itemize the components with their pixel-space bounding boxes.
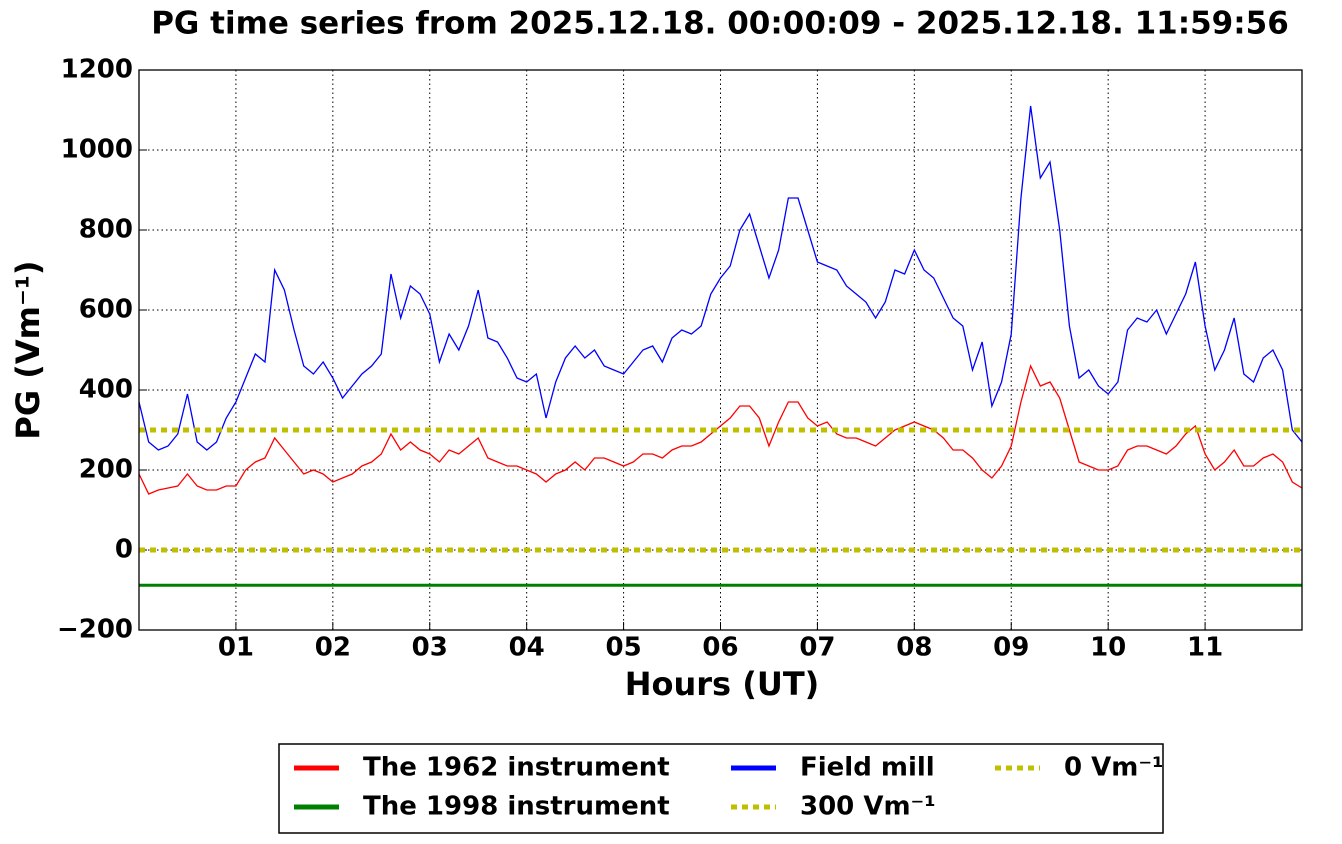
y-tick-label: 800 — [79, 215, 133, 245]
series-line — [138, 364, 1303, 495]
x-tick-label: 03 — [412, 633, 448, 663]
y-axis-label: PG (Vm⁻¹) — [9, 260, 47, 439]
x-tick-label: 10 — [1090, 633, 1126, 663]
legend-label: The 1962 instrument — [363, 753, 670, 783]
x-axis-label: Hours (UT) — [625, 665, 820, 703]
legend-label: Field mill — [800, 753, 935, 783]
x-tick-label: 05 — [605, 633, 641, 663]
y-tick-label: 400 — [79, 375, 133, 405]
x-tick-label: 11 — [1187, 633, 1223, 663]
y-tick-label: 600 — [79, 295, 133, 325]
y-tick-label: 1000 — [61, 135, 133, 165]
y-tick-label: −200 — [57, 615, 133, 645]
x-tick-label: 02 — [315, 633, 351, 663]
x-tick-label: 09 — [993, 633, 1029, 663]
legend-label: 300 Vm⁻¹ — [800, 792, 936, 822]
x-tick-label: 01 — [218, 633, 254, 663]
chart-title: PG time series from 2025.12.18. 00:00:09… — [151, 6, 1289, 42]
legend-label: 0 Vm⁻¹ — [1064, 753, 1163, 783]
plot-frame — [138, 69, 1303, 631]
x-tick-label: 06 — [702, 633, 738, 663]
y-tick-label: 0 — [115, 535, 133, 565]
x-tick-label: 07 — [799, 633, 835, 663]
legend-box — [278, 743, 1164, 834]
x-tick-label: 08 — [896, 633, 932, 663]
series-line — [138, 105, 1303, 451]
x-tick-label: 04 — [509, 633, 545, 663]
y-tick-label: 200 — [79, 455, 133, 485]
legend-label: The 1998 instrument — [363, 792, 670, 822]
y-tick-label: 1200 — [61, 55, 133, 85]
